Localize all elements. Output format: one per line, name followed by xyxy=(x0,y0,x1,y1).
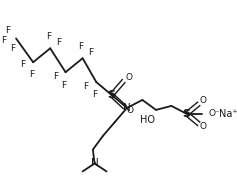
Text: F: F xyxy=(92,90,97,99)
Text: O: O xyxy=(200,122,206,131)
Text: F: F xyxy=(83,82,89,91)
Text: O: O xyxy=(200,96,206,105)
Text: F: F xyxy=(46,32,51,41)
Text: Na⁺: Na⁺ xyxy=(219,109,237,119)
Text: F: F xyxy=(61,81,66,89)
Text: F: F xyxy=(53,72,58,81)
Text: F: F xyxy=(89,48,94,57)
Text: S: S xyxy=(108,90,116,100)
Text: S: S xyxy=(183,109,191,119)
Text: F: F xyxy=(2,36,7,45)
Text: O⁻: O⁻ xyxy=(209,109,221,118)
Text: N: N xyxy=(123,103,131,113)
Text: O: O xyxy=(126,106,133,115)
Text: F: F xyxy=(29,70,34,79)
Text: F: F xyxy=(5,26,10,35)
Text: HO: HO xyxy=(140,115,155,125)
Text: F: F xyxy=(78,42,83,51)
Text: O: O xyxy=(125,73,132,82)
Text: N: N xyxy=(91,158,98,168)
Text: F: F xyxy=(10,44,15,53)
Text: F: F xyxy=(56,38,61,47)
Text: F: F xyxy=(20,60,25,69)
